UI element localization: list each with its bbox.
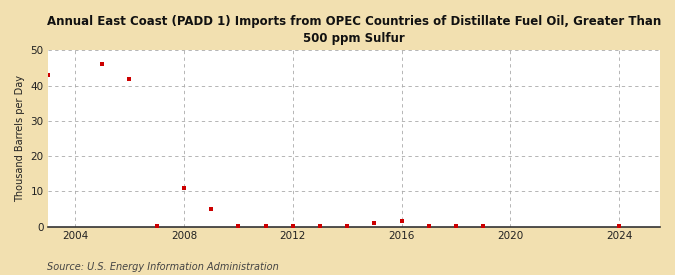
Point xyxy=(614,223,624,228)
Point xyxy=(43,73,53,77)
Point xyxy=(342,223,352,228)
Point xyxy=(450,223,461,228)
Point xyxy=(396,219,407,224)
Point xyxy=(260,223,271,228)
Title: Annual East Coast (PADD 1) Imports from OPEC Countries of Distillate Fuel Oil, G: Annual East Coast (PADD 1) Imports from … xyxy=(47,15,661,45)
Point xyxy=(315,223,325,228)
Point xyxy=(151,223,162,228)
Y-axis label: Thousand Barrels per Day: Thousand Barrels per Day xyxy=(15,75,25,202)
Point xyxy=(233,224,244,228)
Point xyxy=(369,221,380,225)
Point xyxy=(97,62,107,67)
Point xyxy=(178,186,189,190)
Text: Source: U.S. Energy Information Administration: Source: U.S. Energy Information Administ… xyxy=(47,262,279,272)
Point xyxy=(288,223,298,228)
Point xyxy=(478,223,489,228)
Point xyxy=(124,76,135,81)
Point xyxy=(206,207,217,211)
Point xyxy=(423,223,434,228)
